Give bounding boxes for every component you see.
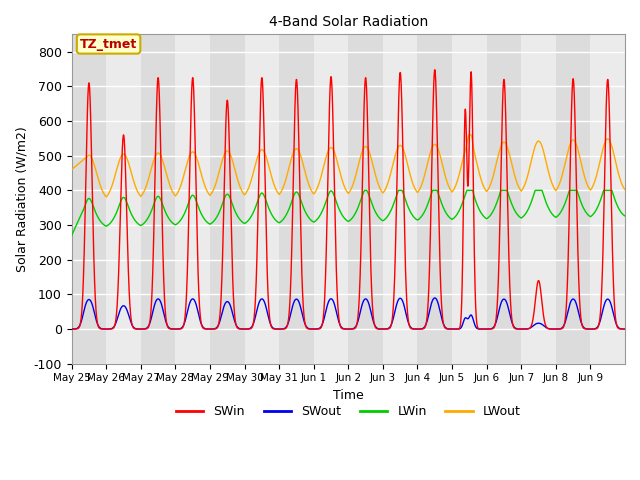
LWin xyxy=(501,188,509,193)
SWin xyxy=(431,67,438,72)
LWin xyxy=(163,212,171,218)
X-axis label: Time: Time xyxy=(333,389,364,402)
LWin xyxy=(437,198,445,204)
Bar xyxy=(521,35,556,364)
Line: LWout: LWout xyxy=(72,135,625,197)
SWin xyxy=(437,286,445,291)
LWout xyxy=(426,152,433,158)
SWout xyxy=(68,326,76,332)
Legend: SWin, SWout, LWin, LWout: SWin, SWout, LWin, LWout xyxy=(171,400,526,423)
Line: SWin: SWin xyxy=(72,70,625,329)
LWout xyxy=(102,194,110,200)
LWout xyxy=(437,155,445,161)
Bar xyxy=(244,35,279,364)
SWin xyxy=(477,326,484,332)
Bar xyxy=(383,35,417,364)
LWout xyxy=(68,167,76,172)
LWout xyxy=(465,132,472,138)
Bar xyxy=(106,35,141,364)
Bar xyxy=(314,35,348,364)
Bar xyxy=(452,35,486,364)
LWout xyxy=(501,140,509,146)
SWin xyxy=(621,326,629,332)
SWin xyxy=(163,322,171,327)
Bar xyxy=(175,35,210,364)
SWout xyxy=(493,316,500,322)
LWin xyxy=(477,209,484,215)
SWout xyxy=(501,297,509,302)
SWin xyxy=(501,92,509,98)
SWout xyxy=(163,322,171,327)
Bar xyxy=(556,35,591,364)
LWout xyxy=(163,173,171,179)
Bar xyxy=(141,35,175,364)
Bar xyxy=(486,35,521,364)
SWout xyxy=(426,308,433,314)
LWout xyxy=(621,187,629,192)
SWout xyxy=(437,312,445,317)
LWin xyxy=(361,188,369,193)
SWin xyxy=(493,308,500,313)
SWout xyxy=(621,326,629,332)
SWout xyxy=(431,295,438,301)
LWout xyxy=(493,157,501,163)
Bar xyxy=(591,35,625,364)
LWin xyxy=(68,232,76,238)
LWin xyxy=(493,200,500,205)
SWin xyxy=(426,263,433,269)
Y-axis label: Solar Radiation (W/m2): Solar Radiation (W/m2) xyxy=(15,126,28,272)
SWin xyxy=(68,326,76,332)
Text: TZ_tmet: TZ_tmet xyxy=(80,37,137,50)
LWout xyxy=(477,176,484,181)
Bar xyxy=(279,35,314,364)
Bar xyxy=(417,35,452,364)
Line: LWin: LWin xyxy=(72,191,625,235)
SWout xyxy=(477,326,484,332)
Line: SWout: SWout xyxy=(72,298,625,329)
Bar xyxy=(210,35,244,364)
LWin xyxy=(621,213,629,219)
Bar xyxy=(348,35,383,364)
LWin xyxy=(426,196,433,202)
Bar xyxy=(72,35,106,364)
Title: 4-Band Solar Radiation: 4-Band Solar Radiation xyxy=(269,15,428,29)
